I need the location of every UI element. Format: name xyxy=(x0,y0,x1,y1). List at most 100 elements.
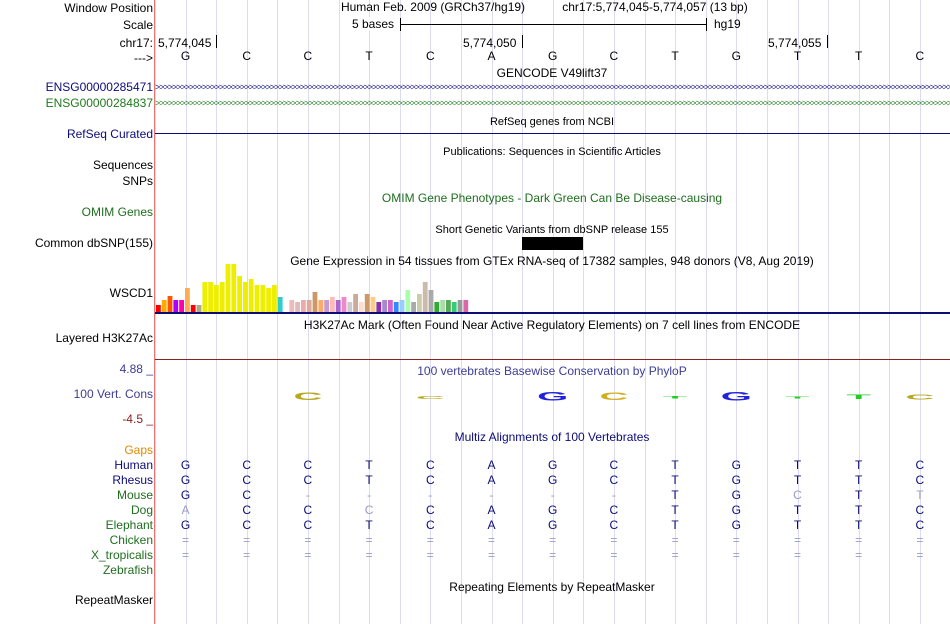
gene-label-ensg00000285471[interactable]: ENSG00000285471 xyxy=(45,80,153,94)
gencode-title: GENCODE V49lift37 xyxy=(496,66,608,80)
gtex-tissue-bar[interactable] xyxy=(463,300,469,312)
gtex-tissue-bar[interactable] xyxy=(312,292,318,312)
gtex-tissue-bar[interactable] xyxy=(324,300,329,312)
gtex-tissue-bar[interactable] xyxy=(417,294,422,312)
gtex-tissue-bar[interactable] xyxy=(219,282,225,312)
gtex-tissue-bar[interactable] xyxy=(237,276,242,312)
gtex-tissue-bar[interactable] xyxy=(190,305,196,312)
gtex-tissue-bar[interactable] xyxy=(260,285,266,312)
gtex-tissue-bar[interactable] xyxy=(359,302,364,312)
alignment-base: C xyxy=(609,503,619,517)
gtex-tissue-bar[interactable] xyxy=(446,300,451,312)
gtex-tissue-bar[interactable] xyxy=(341,297,347,312)
gtex-tissue-bar[interactable] xyxy=(382,300,387,312)
gtex-tissue-bar[interactable] xyxy=(434,302,440,312)
gtex-tissue-bar[interactable] xyxy=(353,294,358,312)
phylop-logo-letter: C xyxy=(599,391,628,403)
gtex-tissue-bar[interactable] xyxy=(399,300,405,312)
track-area[interactable]: Human Feb. 2009 (GRCh37/hg19) chr17:5,77… xyxy=(155,0,950,624)
phylop-logo-letter: T xyxy=(785,396,810,399)
reference-base: C xyxy=(303,49,313,63)
gtex-tissue-bar[interactable] xyxy=(196,305,202,312)
alignment-base: T xyxy=(793,473,802,487)
ruler-tick-2 xyxy=(522,35,523,48)
gtex-tissue-bar[interactable] xyxy=(330,297,335,312)
refseq-curated-label[interactable]: RefSeq Curated xyxy=(66,127,153,141)
gtex-tissue-bar[interactable] xyxy=(231,264,237,312)
gtex-tissue-bar[interactable] xyxy=(376,302,382,312)
gtex-tissue-bar[interactable] xyxy=(411,302,416,312)
phylop-max-label: 4.88 _ xyxy=(119,362,153,376)
phylop-title: 100 vertebrates Basewise Conservation by… xyxy=(417,364,687,378)
alignment-base: G xyxy=(731,503,741,517)
alignment-base: = xyxy=(426,533,434,547)
reference-base: C xyxy=(242,49,252,63)
gtex-tissue-bar[interactable] xyxy=(161,300,167,312)
sequences-label[interactable]: Sequences xyxy=(92,158,153,172)
refseq-gene-line[interactable] xyxy=(155,133,950,134)
gtex-tissue-bar[interactable] xyxy=(156,305,161,312)
gtex-tissue-bar[interactable] xyxy=(225,264,231,312)
gtex-tissue-bar[interactable] xyxy=(301,300,306,312)
gtex-tissue-bar[interactable] xyxy=(202,282,208,312)
refseq-title: RefSeq genes from NCBI xyxy=(489,116,615,128)
phylop-logo-letter: C xyxy=(293,391,322,403)
alignment-base: G xyxy=(731,458,741,472)
gtex-tissue-bar[interactable] xyxy=(318,300,324,312)
gtex-tissue-bar[interactable] xyxy=(208,282,213,312)
snps-label[interactable]: SNPs xyxy=(122,174,153,188)
gtex-tissue-bar[interactable] xyxy=(405,290,411,312)
dbsnp-label[interactable]: Common dbSNP(155) xyxy=(34,236,153,250)
layered-h3k27ac-label[interactable]: Layered H3K27Ac xyxy=(55,331,153,345)
gtex-tissue-bar[interactable] xyxy=(393,302,399,312)
vert-cons-label[interactable]: 100 Vert. Cons xyxy=(73,387,153,401)
gtex-tissue-bar[interactable] xyxy=(451,302,457,312)
wscd1-label[interactable]: WSCD1 xyxy=(109,286,153,300)
alignment-base: = xyxy=(793,548,801,562)
gtex-tissue-bar[interactable] xyxy=(440,300,445,312)
alignment-base: A xyxy=(487,503,496,517)
gtex-tissue-bar[interactable] xyxy=(272,285,277,312)
gtex-tissue-bar[interactable] xyxy=(295,302,300,312)
gtex-tissue-bar[interactable] xyxy=(306,300,312,312)
gtex-tissue-bar[interactable] xyxy=(185,288,190,312)
species-label-mouse: Mouse xyxy=(116,488,153,502)
gene-ensg00000284837[interactable]: >>>>>>>>>>>>>>>>>>>>>>>>>>>>>>>>>>>>>>>>… xyxy=(155,100,950,107)
gtex-tissue-bar[interactable] xyxy=(277,297,283,312)
gtex-tissue-bar[interactable] xyxy=(214,285,219,312)
gtex-tissue-bar[interactable] xyxy=(335,300,341,312)
alignment-base: T xyxy=(365,458,373,472)
repeatmasker-label[interactable]: RepeatMasker xyxy=(74,593,153,607)
gtex-tissue-bar[interactable] xyxy=(370,297,376,312)
species-label-human: Human xyxy=(114,458,153,472)
gtex-tissue-bar[interactable] xyxy=(248,279,254,312)
dbsnp-variant-block[interactable] xyxy=(522,237,583,250)
alignment-base: T xyxy=(855,488,863,502)
gtex-bar-chart[interactable] xyxy=(155,264,950,314)
alignment-base: = xyxy=(793,533,801,547)
gtex-tissue-bar[interactable] xyxy=(422,282,428,312)
gene-ensg00000285471[interactable]: >>>>>>>>>>>>>>>>>>>>>>>>>>>>>>>>>>>>>>>>… xyxy=(155,84,950,91)
alignment-base: T xyxy=(855,473,863,487)
gtex-tissue-bar[interactable] xyxy=(179,300,184,312)
gtex-tissue-bar[interactable] xyxy=(167,296,173,312)
alignment-base: G xyxy=(548,518,558,532)
gtex-tissue-bar[interactable] xyxy=(388,300,393,312)
alignment-base: G xyxy=(548,458,558,472)
alignment-base: = xyxy=(365,533,373,547)
gtex-tissue-bar[interactable] xyxy=(289,300,295,312)
gtex-tissue-bar[interactable] xyxy=(457,300,463,312)
gene-label-ensg00000284837[interactable]: ENSG00000284837 xyxy=(45,96,153,110)
gtex-tissue-bar[interactable] xyxy=(254,285,260,312)
omim-genes-label[interactable]: OMIM Genes xyxy=(81,205,153,219)
gtex-tissue-bar[interactable] xyxy=(243,282,248,312)
alignment-base: = xyxy=(916,533,924,547)
gtex-tissue-bar[interactable] xyxy=(347,302,353,312)
gtex-tissue-bar[interactable] xyxy=(266,288,271,312)
gtex-tissue-bar[interactable] xyxy=(428,290,434,312)
gtex-tissue-bar[interactable] xyxy=(364,294,370,312)
scale-label: Scale xyxy=(122,18,153,32)
gtex-tissue-bar[interactable] xyxy=(173,300,179,312)
